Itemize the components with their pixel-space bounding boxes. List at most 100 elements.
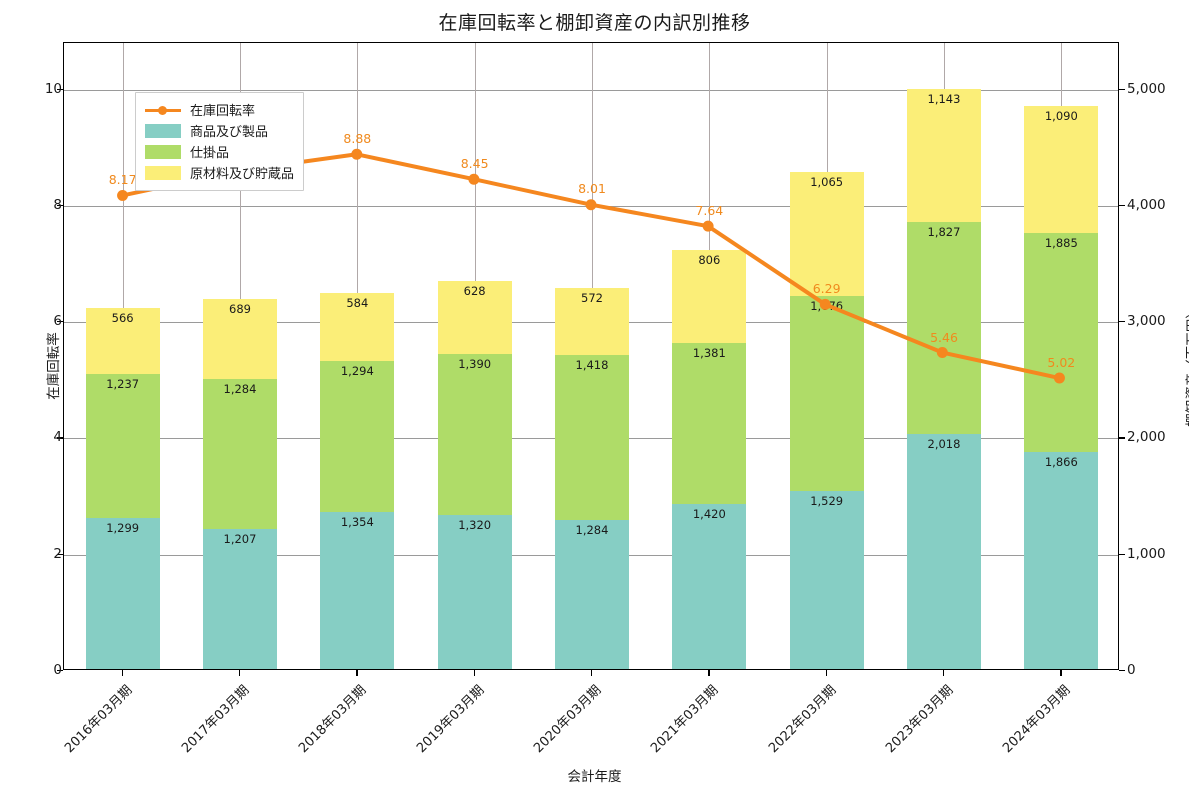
bar-group[interactable]: 2,018 1,827 1,143 <box>907 41 981 669</box>
line-value-label: 7.64 <box>695 202 724 218</box>
bar-segment[interactable] <box>203 528 277 669</box>
bar-segment[interactable] <box>1024 106 1099 233</box>
bar-segment[interactable] <box>437 280 512 354</box>
bar-group[interactable]: 1,354 1,294 584 <box>320 41 395 669</box>
bar-segment[interactable] <box>203 379 277 529</box>
x-axis-label: 会計年度 <box>567 769 622 785</box>
y-tick-mark-right <box>1119 437 1125 439</box>
y-tick-label-left: 10 <box>44 80 62 97</box>
legend-swatch-icon <box>145 123 181 138</box>
bar-segment[interactable] <box>789 172 864 297</box>
line-marker[interactable] <box>1053 372 1065 384</box>
legend-item-label: 在庫回転率 <box>190 104 256 119</box>
bar-segment[interactable] <box>320 511 395 669</box>
bar-segment[interactable] <box>672 343 747 504</box>
line-marker[interactable] <box>936 347 948 359</box>
legend-item-label: 商品及び製品 <box>190 125 269 140</box>
legend-item-label: 仕掛品 <box>190 146 230 161</box>
y-tick-mark-right <box>1119 670 1125 672</box>
bar-segment[interactable] <box>203 299 277 380</box>
bar-segment[interactable] <box>907 221 981 435</box>
x-tick-mark <box>1060 670 1062 676</box>
line-value-label: 5.46 <box>930 329 958 345</box>
page-title: 在庫回転率と棚卸資産の内訳別推移 <box>438 12 751 34</box>
y-tick-label-left: 6 <box>53 313 62 330</box>
x-tick-mark <box>591 670 593 676</box>
legend-line-icon <box>145 103 181 117</box>
chart-legend: 在庫回転率商品及び製品 仕掛品原材料及び貯蔵品 <box>135 92 305 191</box>
legend-item[interactable]: 在庫回転率 <box>145 99 294 120</box>
bar-segment[interactable] <box>1024 232 1099 452</box>
legend-item[interactable]: 原材料及び貯蔵品 <box>145 162 294 183</box>
bar-segment[interactable] <box>672 249 747 344</box>
bar-group[interactable]: 1,866 1,885 1,090 <box>1024 41 1099 669</box>
line-value-label: 5.02 <box>1047 355 1076 371</box>
legend-item[interactable]: 商品及び製品 <box>145 120 294 141</box>
y-tick-label-left: 2 <box>53 545 62 562</box>
legend-item-label: 原材料及び貯蔵品 <box>190 167 295 182</box>
line-marker[interactable] <box>468 173 480 185</box>
y-tick-label-left: 8 <box>53 196 62 213</box>
bar-segment[interactable] <box>555 519 629 669</box>
legend-swatch-icon <box>145 144 181 159</box>
y-tick-mark-left <box>57 321 63 323</box>
bar-segment[interactable] <box>85 517 160 669</box>
bar-segment[interactable] <box>789 296 864 492</box>
x-tick-label: 2016年03月期 <box>61 682 136 757</box>
y-tick-label-right: 2,000 <box>1127 429 1166 446</box>
legend-item[interactable]: 仕掛品 <box>145 141 294 162</box>
line-marker[interactable] <box>351 148 363 160</box>
bar-segment[interactable] <box>1024 451 1099 669</box>
line-value-label: 8.17 <box>108 171 137 187</box>
x-tick-mark <box>473 670 475 676</box>
x-tick-mark <box>825 670 827 676</box>
y-tick-label-right: 3,000 <box>1127 313 1166 330</box>
legend-swatch-icon <box>145 165 181 180</box>
y-tick-mark-left <box>57 204 63 207</box>
x-tick-label: 2019年03月期 <box>413 682 488 757</box>
x-tick-mark <box>356 670 358 676</box>
bar-segment[interactable] <box>85 308 160 375</box>
line-marker[interactable] <box>117 189 129 201</box>
x-tick-label: 2022年03月期 <box>765 682 840 757</box>
line-marker[interactable] <box>585 199 597 211</box>
bar-segment[interactable] <box>320 361 395 512</box>
line-marker[interactable] <box>702 220 714 232</box>
bar-segment[interactable] <box>555 288 629 355</box>
bar-segment[interactable] <box>85 374 160 518</box>
line-value-label: 8.01 <box>578 181 606 197</box>
y-tick-mark-right <box>1119 553 1125 555</box>
gridline-horizontal <box>64 89 1118 91</box>
x-tick-mark <box>708 670 710 676</box>
x-tick-label: 2021年03月期 <box>648 682 722 757</box>
bar-segment[interactable] <box>437 353 512 516</box>
y-tick-label-left: 0 <box>53 662 62 678</box>
x-tick-mark <box>943 670 945 676</box>
y-tick-label-right: 5,000 <box>1127 80 1166 97</box>
bar-segment[interactable] <box>320 293 395 362</box>
line-marker[interactable] <box>819 298 831 310</box>
bar-segment[interactable] <box>555 354 629 520</box>
line-value-label: 6.29 <box>812 281 841 297</box>
y-tick-mark-right <box>1119 88 1125 90</box>
bar-segment[interactable] <box>437 515 512 669</box>
bar-segment[interactable] <box>907 434 981 669</box>
line-value-label: 8.45 <box>460 155 489 171</box>
y-tick-mark-left <box>57 437 63 439</box>
x-tick-label: 2020年03月期 <box>531 682 605 757</box>
y-tick-label-right: 4,000 <box>1127 196 1166 213</box>
line-value-label: 8.88 <box>343 130 372 146</box>
y-tick-mark-right <box>1119 321 1125 323</box>
x-tick-label: 2024年03月期 <box>1000 682 1074 757</box>
bar-segment[interactable] <box>789 491 864 669</box>
bar-segment[interactable] <box>672 503 747 669</box>
y-tick-label-right: 0 <box>1127 662 1136 678</box>
x-tick-label: 2018年03月期 <box>296 682 370 757</box>
y-tick-label-left: 4 <box>53 429 62 446</box>
y-tick-mark-left <box>57 553 63 555</box>
bar-segment[interactable] <box>907 88 981 222</box>
y-tick-mark-left <box>57 670 63 672</box>
y-tick-label-right: 1,000 <box>1127 545 1166 562</box>
